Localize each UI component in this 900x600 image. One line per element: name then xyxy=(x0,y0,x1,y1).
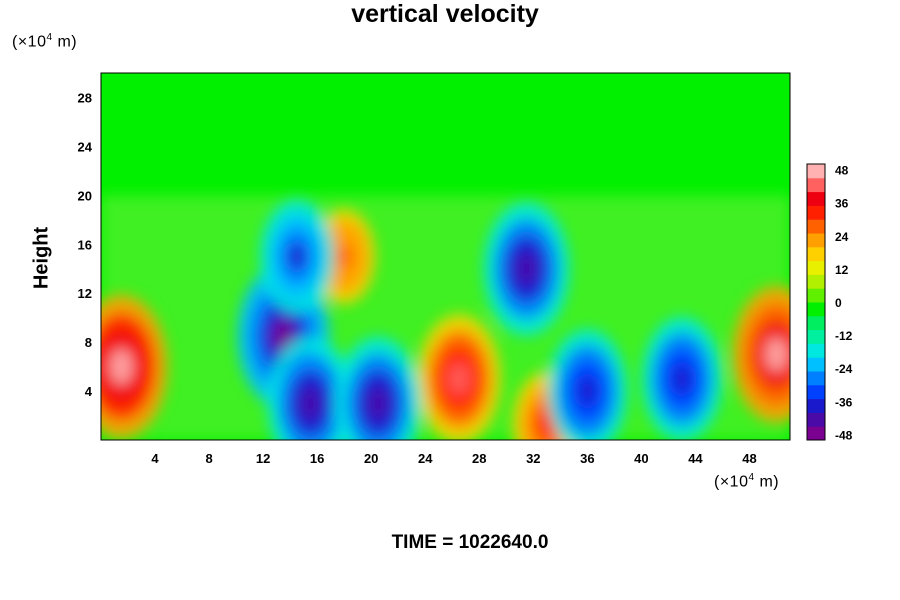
colorbar: 48 36 24 12 0 -12 -24 -36 -48 xyxy=(806,163,853,442)
y-tick-label: 20 xyxy=(78,188,92,203)
feature-blob-4 xyxy=(336,244,352,269)
colorbar-segment xyxy=(807,288,825,303)
feature-blob-1 xyxy=(448,362,470,395)
x-axis: 4 8 12 16 20 24 28 32 36 40 44 48 xyxy=(151,451,756,466)
velocity-field xyxy=(101,195,790,440)
x-tick-label: 20 xyxy=(364,451,378,466)
feature-blob-3 xyxy=(538,410,556,438)
colorbar-tick-label: 24 xyxy=(835,230,849,244)
x-tick-label: 16 xyxy=(310,451,324,466)
colorbar-segment xyxy=(807,384,825,400)
colorbar-segment xyxy=(807,315,825,331)
colorbar-segment xyxy=(807,233,825,248)
chart-title: vertical velocity xyxy=(351,0,539,28)
x-tick-label: 40 xyxy=(634,451,648,466)
y-tick-label: 8 xyxy=(85,335,92,350)
colorbar-segment xyxy=(807,274,825,289)
plot-frame xyxy=(100,72,791,441)
feature-blob-5 xyxy=(271,318,295,354)
colorbar-tick-label: 0 xyxy=(835,296,842,310)
feature-blob-0 xyxy=(109,348,133,385)
colorbar-segment xyxy=(807,191,825,206)
y-tick-label: 4 xyxy=(85,384,93,399)
colorbar-segment xyxy=(807,343,825,358)
feature-blob-11 xyxy=(287,242,307,271)
colorbar-segment xyxy=(807,164,825,179)
colorbar-tick-label: -48 xyxy=(835,428,853,442)
colorbar-tick-label: -36 xyxy=(835,395,853,409)
y-axis: 4 8 12 16 20 24 28 xyxy=(78,90,93,399)
colorbar-frame xyxy=(806,163,826,441)
y-axis-unit: (×104 m) xyxy=(12,32,78,51)
colorbar-segment xyxy=(807,398,825,413)
colorbar-tick-label: 12 xyxy=(835,263,849,277)
colorbar-segment xyxy=(807,177,825,193)
y-tick-label: 28 xyxy=(78,90,92,105)
colorbar-segment xyxy=(807,205,825,220)
x-tick-label: 28 xyxy=(472,451,486,466)
colorbar-segment xyxy=(807,357,825,372)
x-tick-label: 44 xyxy=(688,451,703,466)
colorbar-segment xyxy=(807,426,825,441)
y-tick-label: 16 xyxy=(78,237,92,252)
colorbar-segment xyxy=(807,412,825,427)
colorbar-segment xyxy=(807,302,825,317)
x-tick-label: 24 xyxy=(418,451,433,466)
feature-blob-6 xyxy=(299,386,322,420)
x-tick-label: 48 xyxy=(742,451,756,466)
colorbar-segment xyxy=(807,371,825,386)
x-tick-label: 4 xyxy=(151,451,159,466)
feature-blob-9 xyxy=(577,375,598,407)
feature-blob-10 xyxy=(671,363,692,395)
colorbar-segment xyxy=(807,260,825,275)
x-tick-label: 8 xyxy=(205,451,212,466)
feature-blob-8 xyxy=(515,252,538,286)
colorbar-segment xyxy=(807,246,825,262)
x-tick-label: 32 xyxy=(526,451,540,466)
x-tick-label: 36 xyxy=(580,451,594,466)
y-tick-label: 24 xyxy=(78,139,93,154)
x-axis-unit: (×104 m) xyxy=(714,472,780,491)
colorbar-tick-label: -12 xyxy=(835,329,853,343)
colorbar-segment xyxy=(807,329,825,344)
y-tick-label: 12 xyxy=(78,286,92,301)
time-label: TIME = 1022640.0 xyxy=(391,532,549,553)
x-tick-label: 12 xyxy=(256,451,270,466)
colorbar-tick-label: 36 xyxy=(835,197,849,211)
colorbar-tick-label: 48 xyxy=(835,164,849,178)
colorbar-tick-label: -24 xyxy=(835,362,853,376)
feature-blob-2 xyxy=(765,337,788,372)
feature-blob-7 xyxy=(367,386,389,420)
colorbar-segment xyxy=(807,219,825,234)
